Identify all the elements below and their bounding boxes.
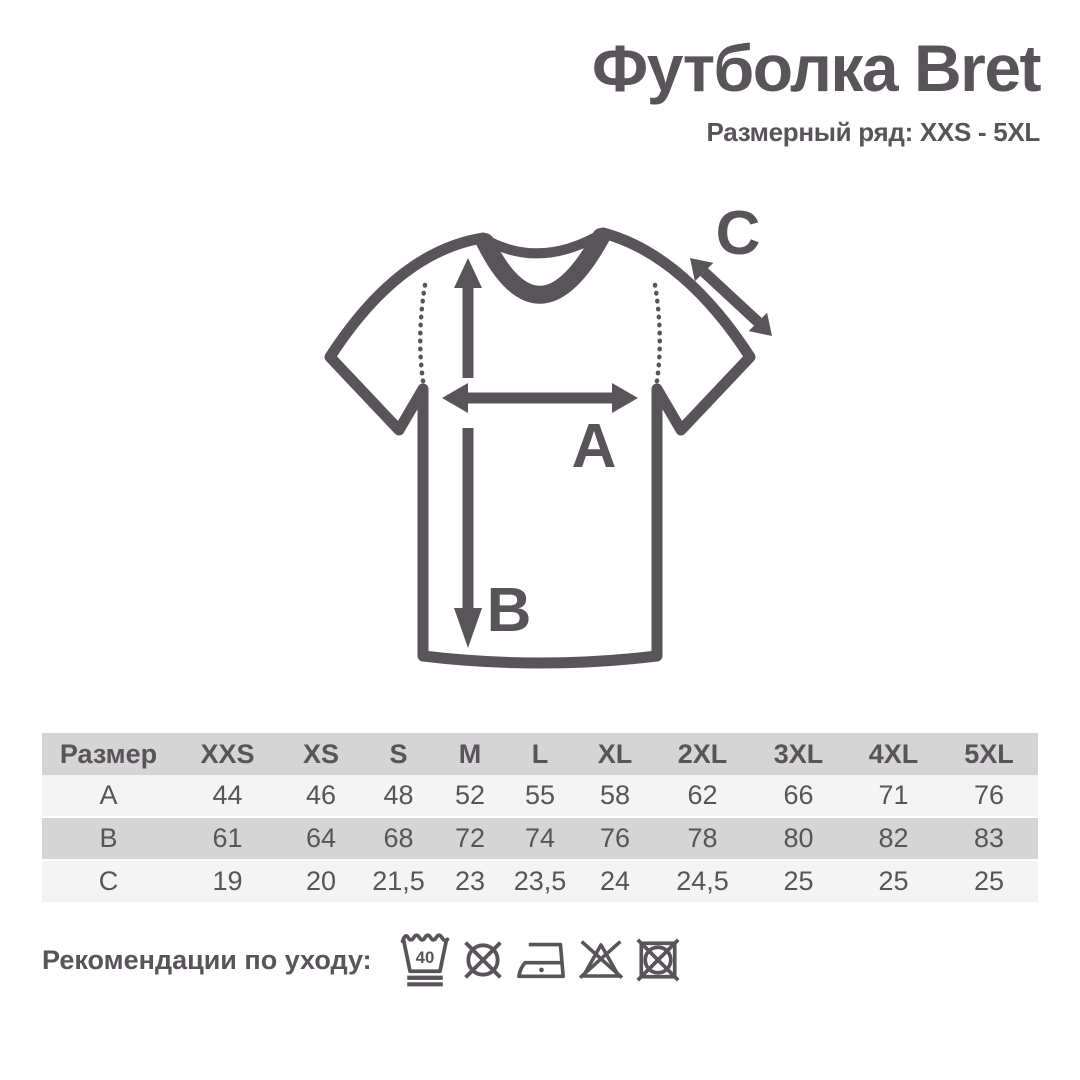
col-header-xl: XL xyxy=(575,733,655,775)
cell: 25 xyxy=(847,860,940,902)
measure-c-label: C xyxy=(716,199,761,268)
measure-b-label: B xyxy=(487,576,532,645)
cell: 52 xyxy=(435,775,505,818)
iron-low-temp-icon xyxy=(516,942,565,979)
cell: 44 xyxy=(175,775,280,818)
col-header-m: M xyxy=(435,733,505,775)
table-row-b: B 61 64 68 72 74 76 78 80 82 83 xyxy=(42,817,1038,861)
tshirt-outline xyxy=(324,227,756,669)
size-range-subtitle: Размерный ряд: XXS - 5XL xyxy=(706,117,1041,148)
row-label: A xyxy=(42,775,175,818)
col-header-5xl: 5XL xyxy=(940,733,1038,775)
cell: 55 xyxy=(505,775,575,818)
cell: 25 xyxy=(940,860,1038,902)
col-header-size: Размер xyxy=(42,733,175,775)
measure-b-lower-arrow xyxy=(454,428,482,648)
col-header-4xl: 4XL xyxy=(847,733,940,775)
col-header-2xl: 2XL xyxy=(655,733,750,775)
wash-40-gentle-icon: 40 xyxy=(400,933,449,987)
cell: 74 xyxy=(505,817,575,861)
cell: 78 xyxy=(655,817,750,861)
cell: 48 xyxy=(362,775,435,818)
col-header-xxs: XXS xyxy=(175,733,280,775)
tshirt-measurement-diagram: A B C xyxy=(324,199,772,669)
cell: 23 xyxy=(435,860,505,902)
col-header-l: L xyxy=(505,733,575,775)
page-title: Футболка Bret xyxy=(591,31,1042,105)
table-row-c: C 19 20 21,5 23 23,5 24 24,5 25 25 25 xyxy=(42,860,1038,902)
row-label: C xyxy=(42,860,175,902)
cell: 23,5 xyxy=(505,860,575,902)
cell: 64 xyxy=(280,817,362,861)
care-label: Рекомендации по уходу: xyxy=(42,944,372,975)
cell: 46 xyxy=(280,775,362,818)
cell: 62 xyxy=(655,775,750,818)
table-row-a: A 44 46 48 52 55 58 62 66 71 76 xyxy=(42,775,1038,818)
cell: 76 xyxy=(575,817,655,861)
size-table-header-row: Размер XXS XS S M L XL 2XL 3XL 4XL 5XL xyxy=(42,733,1038,775)
cell: 71 xyxy=(847,775,940,818)
measure-a-label: A xyxy=(572,412,617,481)
col-header-s: S xyxy=(362,733,435,775)
cell: 72 xyxy=(435,817,505,861)
cell: 19 xyxy=(175,860,280,902)
care-icons-row: 40 xyxy=(400,931,680,989)
cell: 61 xyxy=(175,817,280,861)
header: Футболка Bret Размерный ряд: XXS - 5XL xyxy=(591,31,1042,148)
do-not-bleach-icon xyxy=(578,940,623,979)
cell: 25 xyxy=(750,860,847,902)
cell: 24 xyxy=(575,860,655,902)
col-header-3xl: 3XL xyxy=(750,733,847,775)
cell: 20 xyxy=(280,860,362,902)
cell: 21,5 xyxy=(362,860,435,902)
collar-rib xyxy=(476,228,610,304)
cell: 82 xyxy=(847,817,940,861)
row-label: B xyxy=(42,817,175,861)
size-table: Размер XXS XS S M L XL 2XL 3XL 4XL 5XL A… xyxy=(42,733,1038,902)
cell: 83 xyxy=(940,817,1038,861)
do-not-tumble-dry-icon xyxy=(636,938,680,982)
cell: 66 xyxy=(750,775,847,818)
col-header-xs: XS xyxy=(280,733,362,775)
cell: 80 xyxy=(750,817,847,861)
do-not-dry-clean-icon xyxy=(463,941,502,979)
care-recommendations: Рекомендации по уходу: 40 xyxy=(42,926,680,994)
measure-a-arrow xyxy=(442,383,638,413)
wash-temp-label: 40 xyxy=(415,948,434,967)
cell: 68 xyxy=(362,817,435,861)
cell: 58 xyxy=(575,775,655,818)
measure-b-upper-arrow xyxy=(454,258,482,378)
cell: 24,5 xyxy=(655,860,750,902)
cell: 76 xyxy=(940,775,1038,818)
measure-c-arrow xyxy=(690,258,772,336)
